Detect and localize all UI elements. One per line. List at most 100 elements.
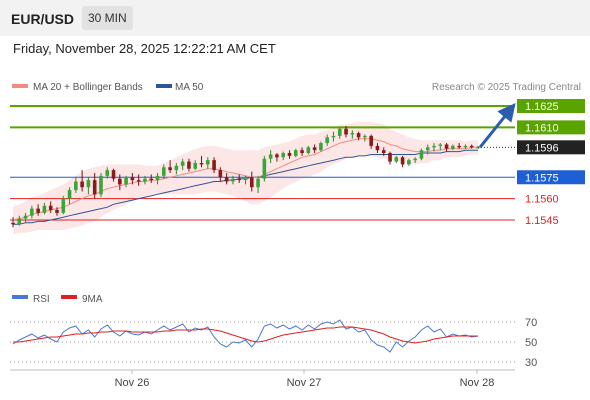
candle-body <box>275 154 279 158</box>
candle-body <box>312 147 317 151</box>
candle-body <box>407 160 411 165</box>
candle-body <box>438 144 443 146</box>
candle-body <box>36 208 40 213</box>
candle-body <box>74 181 78 191</box>
current-price-marker: 1.1596 <box>478 140 585 155</box>
rsi-9ma-line <box>13 326 478 344</box>
candle-body <box>381 150 386 154</box>
candle-body <box>80 181 84 188</box>
candle <box>23 212 28 223</box>
candle-body <box>306 147 311 154</box>
x-tick-label: Nov 27 <box>287 377 322 389</box>
candle-body <box>168 167 172 171</box>
candle-body <box>218 170 223 178</box>
candle-body <box>92 180 97 195</box>
candle-body <box>67 190 72 199</box>
current-price-label: 1.1596 <box>525 142 559 154</box>
level-label-1.1545: 1.1545 <box>525 215 559 227</box>
candle <box>11 217 15 228</box>
legend-swatch-ma50 <box>156 84 172 88</box>
candle-body <box>363 135 367 138</box>
candle-body <box>212 160 216 171</box>
candle-body <box>444 144 449 149</box>
candle <box>99 172 103 198</box>
candle <box>444 143 449 152</box>
candle-body <box>388 153 392 162</box>
instrument-symbol: EUR/USD <box>11 11 75 27</box>
candle-body <box>432 145 436 148</box>
candle <box>136 174 141 186</box>
candle-body <box>23 215 28 219</box>
ma20-line <box>12 138 478 221</box>
candle-body <box>375 145 380 151</box>
legend-swatch-rsi <box>12 295 28 299</box>
candle <box>187 158 191 172</box>
forecast-arrow-line <box>478 102 516 149</box>
candle <box>55 207 59 216</box>
candle-body <box>249 177 254 188</box>
candle <box>36 204 40 216</box>
candle-body <box>224 177 229 182</box>
candle <box>231 175 235 185</box>
candle-body <box>187 161 191 169</box>
legend-label-rsi: RSI <box>33 294 50 305</box>
candle-body <box>394 157 399 162</box>
current-price-tag <box>517 140 585 155</box>
candle <box>61 195 66 215</box>
candle <box>74 177 78 193</box>
candle <box>180 158 185 171</box>
candle-body <box>99 175 103 195</box>
candle-body <box>331 135 336 138</box>
level-label-1.1575: 1.1575 <box>525 172 559 184</box>
candle <box>451 144 455 151</box>
level-label-1.1625: 1.1625 <box>525 101 559 113</box>
candle-body <box>11 222 15 225</box>
candle <box>111 168 116 182</box>
candle-body <box>237 178 242 181</box>
level-tag-1.1625 <box>517 99 585 113</box>
candle <box>155 172 160 185</box>
candle <box>218 167 223 182</box>
candle-body <box>300 150 304 154</box>
candle <box>275 153 279 162</box>
candle <box>306 145 311 155</box>
candle <box>237 174 242 183</box>
forecast-arrow <box>478 102 516 149</box>
candle <box>369 134 373 149</box>
timeframe-badge[interactable]: 30 MIN <box>82 6 133 30</box>
candle-body <box>469 145 474 148</box>
candle-body <box>130 177 135 181</box>
x-tick-label: Nov 26 <box>115 377 150 389</box>
candle-body <box>199 163 204 165</box>
candle <box>243 175 248 185</box>
candle-body <box>149 178 154 181</box>
candle <box>199 155 204 168</box>
level-label-1.1610: 1.1610 <box>525 122 559 134</box>
candle-body <box>143 178 147 182</box>
candle-body <box>105 170 110 176</box>
candle <box>149 174 154 183</box>
candle-body <box>48 205 53 211</box>
candle-body <box>174 165 179 171</box>
legend-swatch-ma20 <box>12 84 28 88</box>
candle <box>118 174 122 191</box>
candle-body <box>369 135 373 146</box>
level-tag-1.1575 <box>517 170 585 185</box>
candle <box>425 144 430 155</box>
candle <box>337 127 342 139</box>
candle <box>281 151 286 161</box>
candle <box>325 134 329 146</box>
candle <box>469 144 474 149</box>
candle-body <box>319 143 323 151</box>
candle-body <box>463 145 468 148</box>
candle-body <box>337 128 342 136</box>
candle-body <box>55 210 59 213</box>
candle-body <box>118 178 122 185</box>
candle-body <box>30 208 34 216</box>
candle-body <box>451 145 455 149</box>
rsi-level-label-30: 30 <box>525 357 537 369</box>
candle <box>457 143 461 149</box>
candle <box>293 148 298 158</box>
